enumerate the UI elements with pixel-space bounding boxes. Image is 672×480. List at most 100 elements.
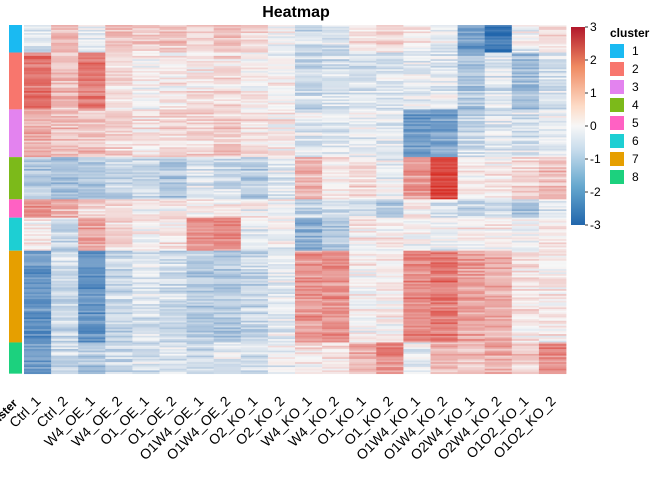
heatmap-cell bbox=[186, 54, 215, 57]
heatmap-cell bbox=[213, 41, 242, 44]
heatmap-cell bbox=[186, 274, 215, 277]
heatmap-cell bbox=[511, 219, 540, 222]
heatmap-cell bbox=[430, 344, 458, 347]
heatmap-cell bbox=[322, 309, 350, 312]
colorbar-tick-label: 1 bbox=[590, 86, 597, 100]
heatmap-cell bbox=[213, 129, 242, 132]
heatmap-cell bbox=[105, 349, 133, 352]
heatmap-cell bbox=[240, 80, 269, 84]
heatmap-cell bbox=[51, 44, 79, 47]
heatmap-cell bbox=[105, 249, 133, 252]
heatmap-cell bbox=[538, 257, 567, 260]
heatmap-cell bbox=[24, 275, 52, 278]
heatmap-cell bbox=[105, 114, 133, 117]
heatmap-cell bbox=[349, 96, 377, 99]
heatmap-cell bbox=[105, 172, 133, 175]
heatmap-cell bbox=[240, 219, 269, 222]
heatmap-cell bbox=[105, 329, 133, 332]
heatmap-cell bbox=[403, 31, 431, 34]
heatmap-cell bbox=[132, 264, 160, 267]
heatmap-cell bbox=[24, 67, 52, 70]
heatmap-cell bbox=[213, 26, 242, 29]
heatmap-cell bbox=[322, 214, 350, 217]
heatmap-cell bbox=[295, 160, 323, 163]
heatmap-cell bbox=[51, 140, 79, 143]
heatmap-cell bbox=[132, 292, 160, 295]
heatmap-cell bbox=[349, 247, 377, 250]
heatmap-cell bbox=[267, 249, 296, 252]
heatmap-cell bbox=[105, 111, 133, 114]
heatmap-cell bbox=[511, 177, 540, 180]
heatmap-cell bbox=[24, 79, 52, 82]
heatmap-cell bbox=[484, 310, 513, 313]
heatmap-cell bbox=[240, 70, 269, 73]
heatmap-cell bbox=[511, 148, 540, 151]
heatmap-cell bbox=[376, 363, 404, 366]
heatmap-cell bbox=[105, 339, 133, 342]
heatmap-cell bbox=[430, 206, 458, 209]
heatmap-cell bbox=[430, 324, 458, 327]
heatmap-cell bbox=[538, 150, 567, 153]
heatmap-cell bbox=[538, 342, 567, 345]
heatmap-cell bbox=[484, 339, 513, 342]
heatmap-cell bbox=[159, 317, 187, 320]
heatmap-cell bbox=[376, 307, 404, 310]
heatmap-cell bbox=[240, 62, 269, 65]
heatmap-cell bbox=[186, 219, 215, 222]
heatmap-cell bbox=[430, 137, 458, 140]
heatmap-cell bbox=[132, 147, 160, 150]
heatmap-cell bbox=[240, 307, 269, 310]
cluster-6-annotation bbox=[9, 217, 22, 251]
heatmap-cell bbox=[240, 60, 269, 63]
heatmap-cell bbox=[186, 265, 215, 268]
heatmap-cell bbox=[105, 127, 133, 130]
heatmap-cell bbox=[105, 99, 133, 102]
heatmap-cell bbox=[267, 148, 296, 151]
heatmap-cell bbox=[349, 372, 377, 375]
heatmap-cell bbox=[349, 135, 377, 138]
heatmap-cell bbox=[159, 247, 187, 250]
heatmap-cell bbox=[186, 139, 215, 142]
heatmap-cell bbox=[78, 31, 106, 34]
heatmap-cell bbox=[240, 101, 269, 104]
heatmap-cell bbox=[403, 255, 431, 258]
heatmap-cell bbox=[403, 127, 431, 130]
heatmap-cell bbox=[376, 65, 404, 68]
heatmap-cell bbox=[484, 180, 513, 183]
heatmap-cell bbox=[159, 217, 187, 220]
heatmap-cell bbox=[295, 152, 323, 155]
heatmap-cell bbox=[457, 92, 486, 95]
heatmap-cell bbox=[105, 55, 133, 58]
heatmap-cell bbox=[403, 207, 431, 210]
heatmap-cell bbox=[403, 162, 431, 165]
legend-label: 6 bbox=[632, 134, 639, 148]
heatmap-cell bbox=[295, 89, 323, 92]
heatmap-cell bbox=[430, 107, 458, 110]
heatmap-cell bbox=[213, 148, 242, 151]
heatmap-cell bbox=[511, 167, 540, 170]
heatmap-cell bbox=[376, 189, 404, 192]
heatmap-cell bbox=[24, 340, 52, 343]
heatmap-cell bbox=[349, 36, 377, 39]
heatmap-cell bbox=[186, 287, 215, 290]
heatmap-cell bbox=[186, 275, 215, 278]
heatmap-cell bbox=[132, 199, 160, 202]
heatmap-cell bbox=[484, 287, 513, 290]
heatmap-cell bbox=[484, 87, 513, 90]
heatmap-cell bbox=[538, 94, 567, 97]
heatmap-cell bbox=[186, 182, 215, 185]
heatmap-cell bbox=[267, 320, 296, 323]
heatmap-cell bbox=[403, 34, 431, 37]
heatmap-cell bbox=[24, 99, 52, 102]
heatmap-cell bbox=[457, 217, 486, 220]
heatmap-cell bbox=[186, 92, 215, 95]
heatmap-cell bbox=[78, 170, 106, 173]
heatmap-cell bbox=[24, 344, 52, 347]
heatmap-cell bbox=[78, 74, 106, 77]
heatmap-cell bbox=[511, 289, 540, 292]
heatmap-cell bbox=[159, 344, 187, 347]
heatmap-cell bbox=[484, 275, 513, 278]
heatmap-cell bbox=[349, 52, 377, 55]
heatmap-cell bbox=[457, 200, 486, 204]
heatmap-cell bbox=[322, 96, 350, 99]
